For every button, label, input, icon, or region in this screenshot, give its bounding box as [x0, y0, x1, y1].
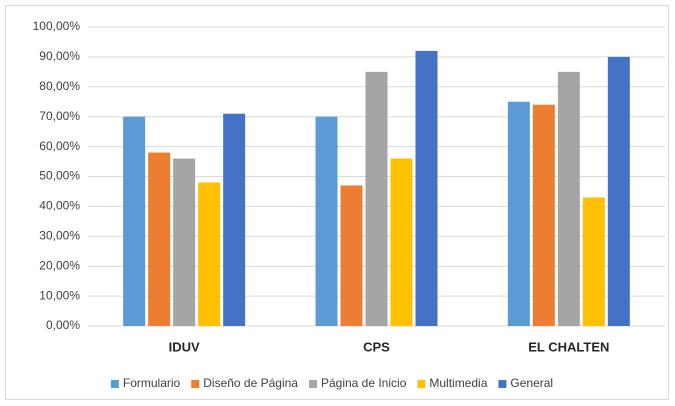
y-tick-label: 20,00%	[39, 258, 80, 272]
y-tick-label: 10,00%	[39, 288, 80, 302]
legend-swatch	[191, 380, 200, 388]
x-tick-label: EL CHALTEN	[528, 339, 609, 354]
bar	[173, 158, 196, 326]
y-tick-label: 30,00%	[39, 228, 80, 242]
legend-label: General	[510, 376, 553, 390]
bar	[148, 152, 171, 326]
y-tick-label: 50,00%	[39, 169, 80, 183]
y-tick-label: 70,00%	[39, 109, 80, 123]
legend-label: Diseño de Página	[203, 376, 298, 390]
legend-label: Multimedia	[429, 376, 487, 390]
bar	[315, 116, 338, 326]
bar	[557, 71, 580, 326]
y-tick-label: 40,00%	[39, 199, 80, 213]
bar	[415, 50, 438, 327]
legend-label: Página de Inicio	[321, 376, 407, 390]
y-tick-label: 60,00%	[39, 139, 80, 153]
legend-swatch	[308, 380, 317, 388]
y-tick-label: 100,00%	[33, 19, 81, 33]
bar	[582, 197, 605, 326]
bar	[365, 71, 388, 326]
bar	[340, 185, 363, 326]
bar	[223, 113, 246, 327]
x-tick-label: IDUV	[169, 339, 200, 354]
legend-swatch	[110, 380, 119, 388]
bar	[507, 101, 530, 326]
y-tick-label: 80,00%	[39, 79, 80, 93]
x-tick-label: CPS	[363, 339, 390, 354]
legend-swatch	[417, 380, 426, 388]
bar	[390, 158, 413, 326]
legend-swatch	[498, 380, 507, 388]
bar	[198, 182, 221, 326]
y-tick-label: 0,00%	[46, 318, 80, 332]
y-tick-label: 90,00%	[39, 49, 80, 63]
bar	[532, 104, 555, 327]
bar	[123, 116, 146, 326]
bar	[607, 56, 630, 327]
legend-label: Formulario	[123, 376, 181, 390]
